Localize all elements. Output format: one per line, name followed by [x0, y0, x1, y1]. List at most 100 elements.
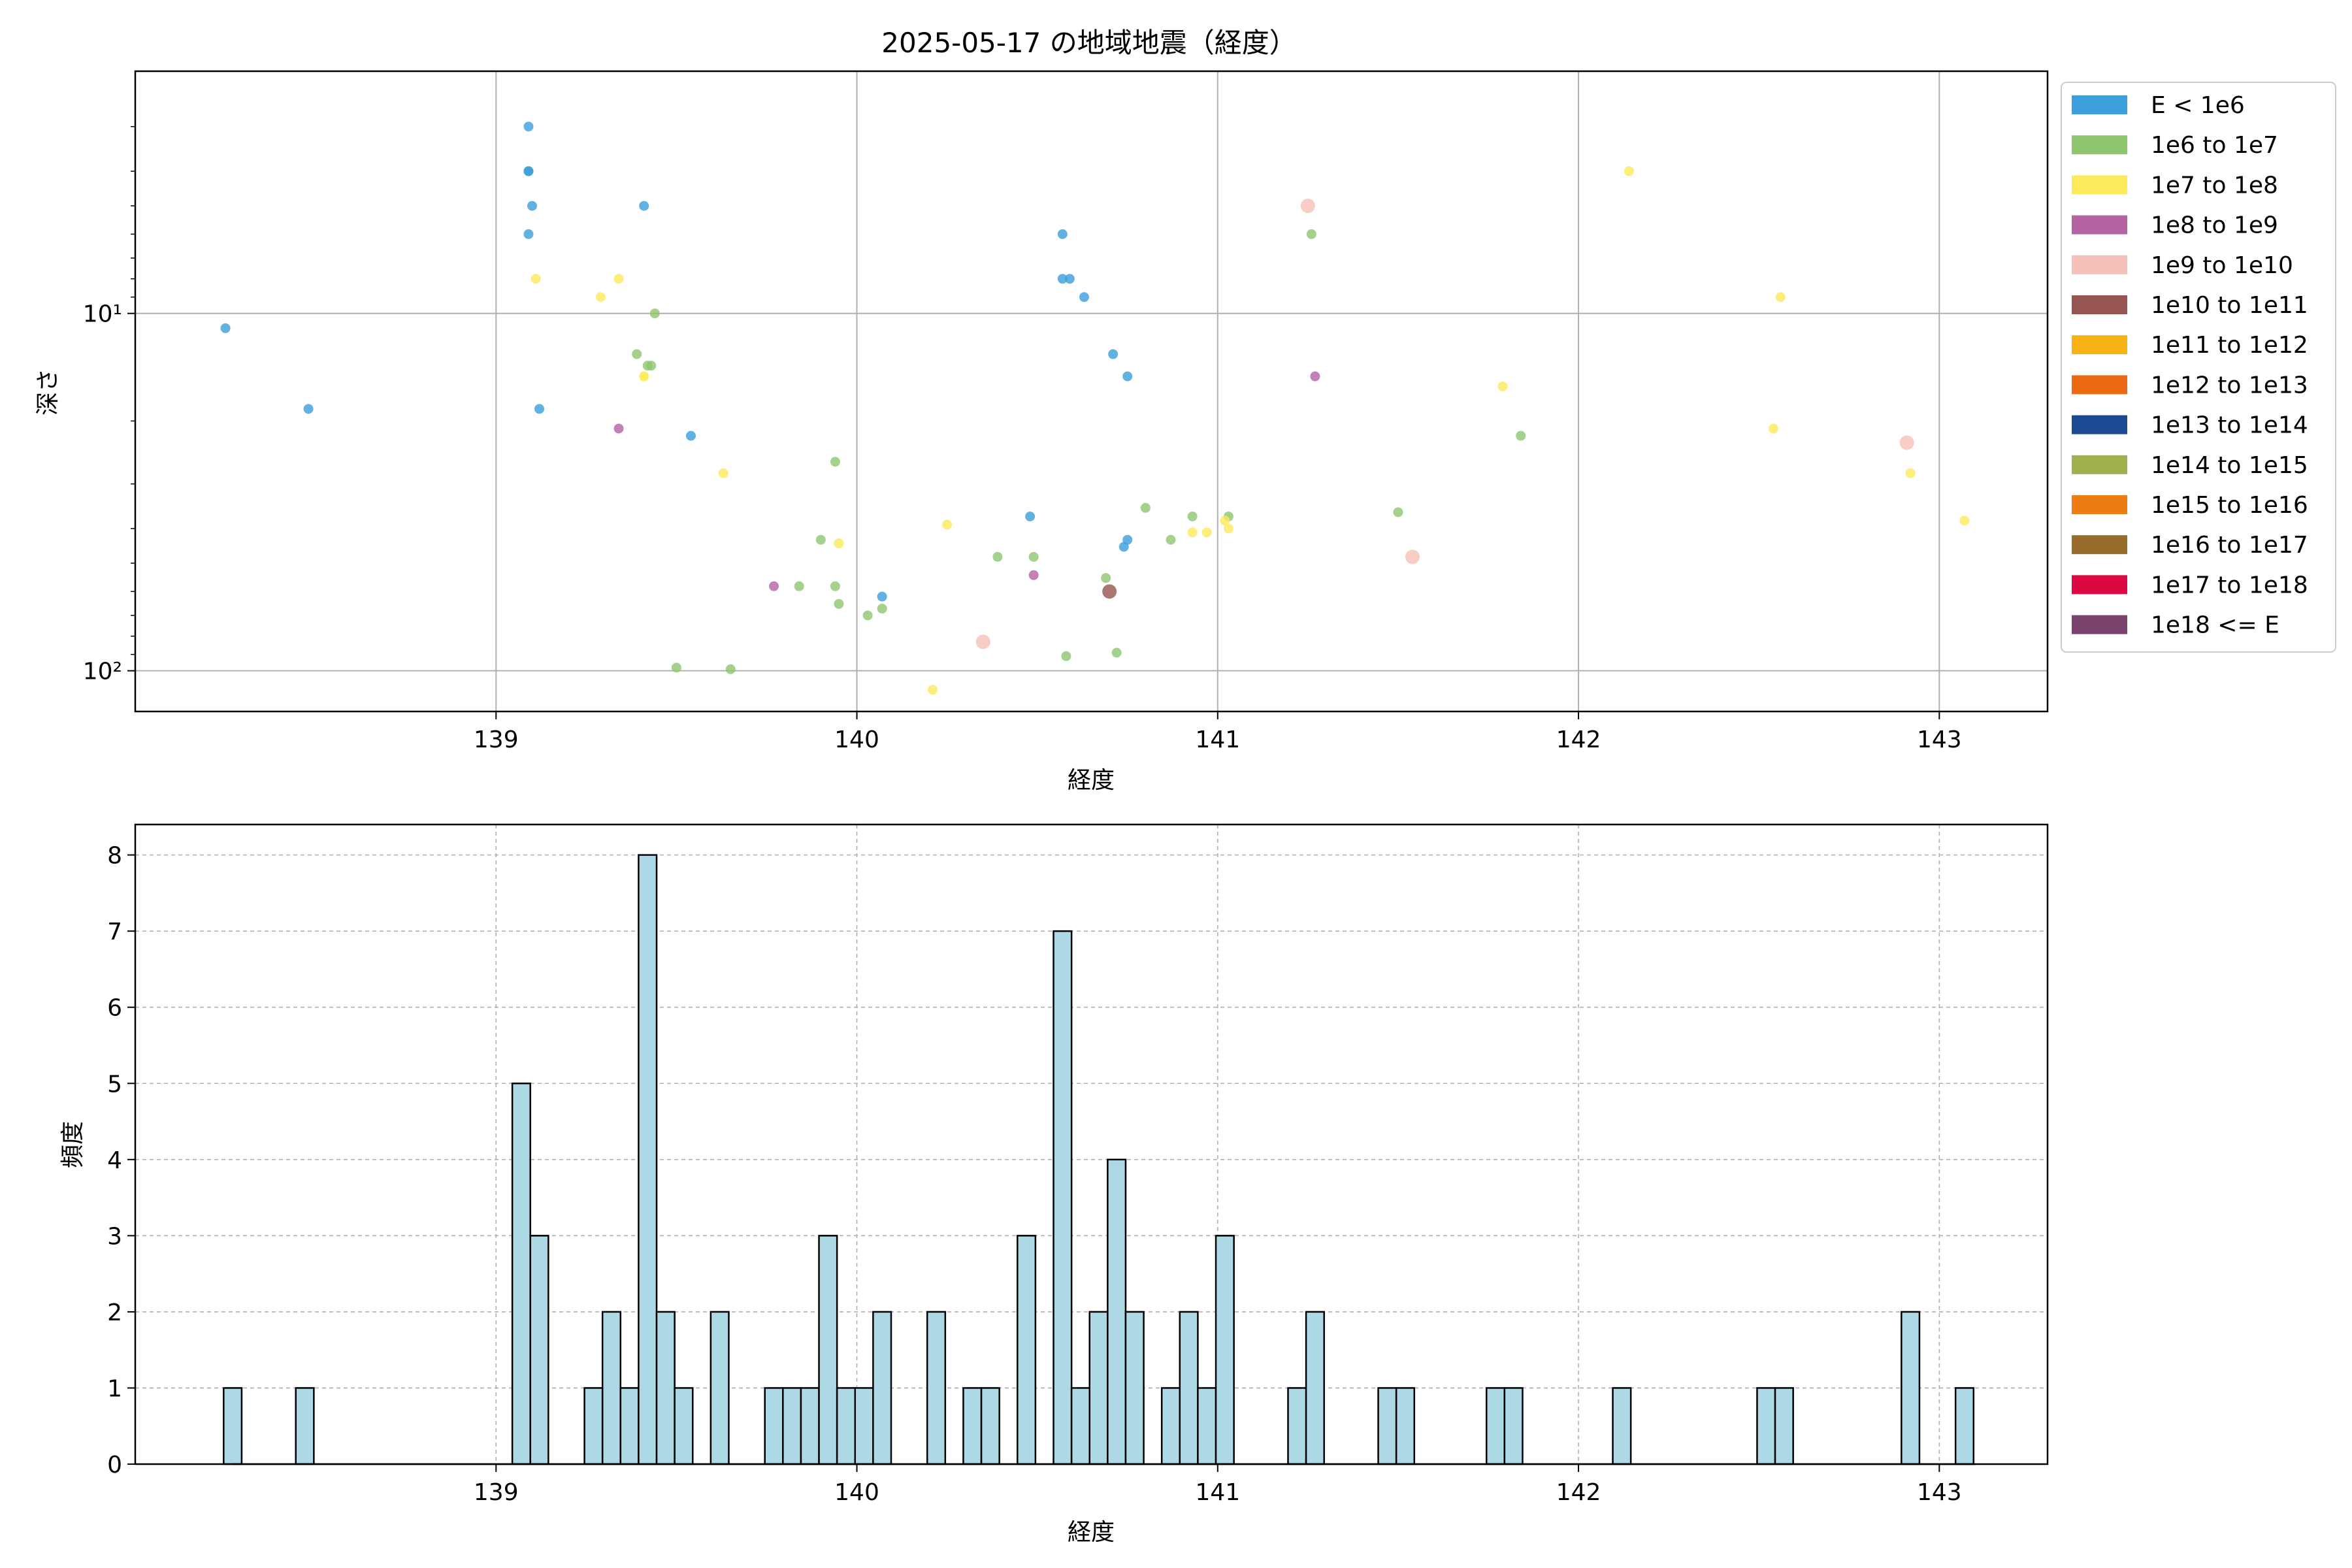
scatter-title: 2025-05-17 の地域地震（経度） — [881, 27, 1296, 59]
legend-label: 1e15 to 1e16 — [2151, 492, 2308, 519]
histogram-bar — [854, 1387, 874, 1465]
legend-label: 1e6 to 1e7 — [2151, 132, 2278, 159]
histogram-bars — [223, 854, 1975, 1465]
scatter-point — [1497, 381, 1508, 391]
scatter-point — [725, 664, 736, 674]
scatter-xtick-label: 141 — [1195, 727, 1240, 753]
histogram-bar — [1612, 1387, 1632, 1465]
scatter-point — [1061, 651, 1071, 661]
legend-swatch — [2072, 335, 2127, 355]
scatter-point — [877, 591, 887, 602]
legend-swatch — [2072, 535, 2127, 555]
histogram-ytick-label: 0 — [107, 1452, 122, 1478]
legend-label: 1e9 to 1e10 — [2151, 252, 2293, 279]
scatter-point — [769, 581, 779, 591]
legend-swatch — [2072, 95, 2127, 114]
histogram-bar — [601, 1311, 622, 1465]
legend-label: 1e7 to 1e8 — [2151, 172, 2278, 199]
scatter-point — [1025, 512, 1036, 522]
scatter-ytick-label: 10¹ — [83, 301, 122, 328]
legend-label: 1e10 to 1e11 — [2151, 292, 2308, 319]
scatter-point — [523, 122, 534, 132]
scatter-point — [1187, 527, 1198, 538]
scatter-point — [1310, 371, 1320, 382]
scatter-point — [671, 662, 681, 673]
scatter-point — [527, 201, 537, 211]
scatter-point — [1122, 534, 1133, 545]
scatter-point — [834, 538, 844, 549]
histogram-bar — [1107, 1158, 1127, 1465]
scatter-point — [1201, 527, 1212, 538]
legend-swatch — [2072, 215, 2127, 235]
scatter-point — [975, 634, 990, 649]
histogram-ytick-label: 3 — [107, 1223, 122, 1250]
scatter-point — [942, 519, 953, 530]
histogram-ytick-label: 1 — [107, 1375, 122, 1402]
scatter-point — [1108, 349, 1119, 359]
scatter-point — [685, 431, 696, 441]
histogram-bar — [818, 1235, 838, 1465]
scatter-point — [1768, 423, 1778, 434]
histogram-bar — [1503, 1387, 1524, 1465]
legend-swatch — [2072, 575, 2127, 595]
histogram-xtick-label: 139 — [474, 1479, 519, 1506]
legend-label: 1e11 to 1e12 — [2151, 332, 2308, 359]
histogram-bar — [764, 1387, 784, 1465]
legend-label: E < 1e6 — [2151, 92, 2245, 119]
scatter-point — [794, 581, 804, 591]
histogram-bar — [619, 1387, 640, 1465]
scatter-point — [1064, 274, 1075, 284]
scatter-panel: 2025-05-17 の地域地震（経度） 139 140 141 142 14310¹1… — [35, 27, 2336, 794]
scatter-point — [992, 551, 1003, 562]
scatter-point — [642, 361, 653, 371]
histogram-ylabel: 頻度 — [59, 1121, 86, 1168]
scatter-point — [595, 292, 606, 302]
scatter-point — [834, 598, 844, 609]
histogram-ytick-label: 4 — [107, 1147, 122, 1174]
legend-swatch — [2072, 175, 2127, 195]
histogram-xlabel: 経度 — [1068, 1519, 1115, 1546]
histogram-bar — [511, 1083, 531, 1465]
scatter-frame — [134, 70, 2049, 713]
scatter-ylabel: 深さ — [35, 368, 61, 416]
histogram-bar — [836, 1387, 857, 1465]
scatter-point — [639, 201, 649, 211]
scatter-xlabel: 経度 — [1068, 767, 1115, 794]
histogram-bar — [962, 1387, 983, 1465]
scatter-point — [220, 323, 231, 333]
histogram-bar — [1017, 1235, 1037, 1465]
histogram-bar — [529, 1235, 549, 1465]
scatter-legend: E < 1e6 1e6 to 1e7 1e7 to 1e8 1e8 to 1e9 1e9… — [2061, 82, 2336, 653]
scatter-point — [1775, 292, 1786, 302]
scatter-point — [1079, 292, 1089, 302]
histogram-bar — [1774, 1387, 1794, 1465]
scatter-point — [1306, 229, 1316, 239]
histogram-bar — [1395, 1387, 1416, 1465]
scatter-point — [862, 610, 873, 621]
histogram-ytick-label: 8 — [107, 843, 122, 870]
scatter-xtick-label: 139 — [474, 727, 519, 753]
histogram-xtick-label: 141 — [1195, 1479, 1240, 1506]
scatter-point — [613, 274, 624, 284]
scatter-point — [1057, 229, 1068, 239]
scatter-point — [1122, 371, 1133, 382]
legend-swatch — [2072, 415, 2127, 434]
legend-swatch — [2072, 495, 2127, 514]
histogram-bar — [1124, 1311, 1145, 1465]
histogram-bar — [1215, 1235, 1235, 1465]
scatter-point — [531, 274, 541, 284]
scatter-points — [220, 122, 1970, 695]
histogram-bar — [782, 1387, 802, 1465]
legend-swatch — [2072, 455, 2127, 474]
scatter-point — [1101, 573, 1111, 583]
scatter-point — [1223, 523, 1233, 534]
legend-swatch — [2072, 295, 2127, 314]
scatter-point — [1057, 274, 1068, 284]
histogram-ytick-label: 6 — [107, 995, 122, 1022]
legend-label: 1e16 to 1e17 — [2151, 532, 2308, 559]
histogram-bar — [872, 1311, 892, 1465]
legend-label: 1e8 to 1e9 — [2151, 212, 2278, 239]
scatter-point — [1624, 166, 1634, 176]
scatter-point — [303, 404, 314, 414]
histogram-bar — [1485, 1387, 1506, 1465]
